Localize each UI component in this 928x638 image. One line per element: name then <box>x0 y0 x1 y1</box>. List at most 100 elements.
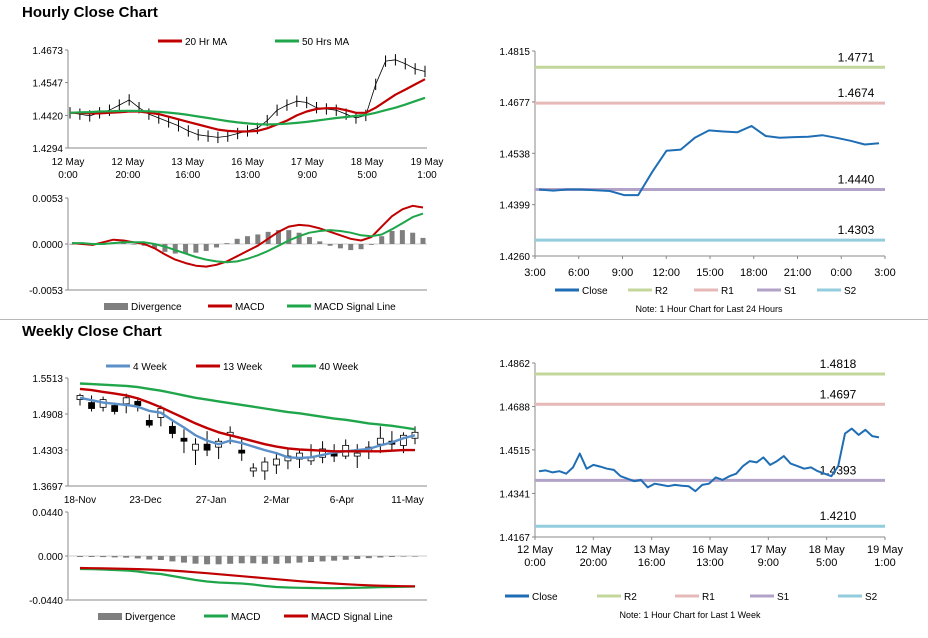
weekly-close-legend-label-3: S1 <box>777 592 790 603</box>
hourly-macd-divergence-bar <box>162 244 168 252</box>
weekly-close-xtick-time-4: 9:00 <box>758 557 779 569</box>
hourly-section-title: Hourly Close Chart <box>22 4 158 21</box>
weekly-close-ytick-label-1: 1.4688 <box>499 403 530 414</box>
hourly-macd-divergence-bar <box>348 244 354 251</box>
weekly-macd-divergence-bar <box>146 556 153 560</box>
hourly-price-legend-label-0: 20 Hr MA <box>185 37 228 48</box>
weekly-close-xtick-date-6: 19 May <box>867 544 904 556</box>
weekly-close-ytick-label-2: 1.4515 <box>499 446 530 457</box>
weekly-price-candle-body <box>261 461 269 472</box>
weekly-macd-divergence-bar <box>377 556 384 558</box>
weekly-close-level-label-s1: 1.4393 <box>820 463 857 477</box>
weekly-price-xtick-label-2: 27-Jan <box>196 495 227 506</box>
weekly-price-xtick-label-3: 2-Mar <box>263 495 290 506</box>
weekly-macd-divergence-bar <box>192 556 199 564</box>
hourly-macd-divergence-bar <box>255 234 261 244</box>
hourly-macd-divergence-bar <box>224 243 230 244</box>
weekly-close-close-line <box>538 427 880 493</box>
hourly-macd-chart: 0.0053 0.0000 -0.0053 Divergence MACD MACD Si… <box>29 194 427 313</box>
weekly-macd-divergence-bar <box>296 556 303 563</box>
weekly-macd-divergence-bar <box>169 556 176 562</box>
hourly-close-ytick-label-2: 1.4538 <box>499 149 530 160</box>
hourly-close-xtick-label-8: 3:00 <box>874 267 895 279</box>
hourly-close-close-line <box>538 125 880 197</box>
hourly-price-xtick-date-6: 19 May <box>411 157 444 168</box>
weekly-close-level-label-s2: 1.4210 <box>820 509 857 523</box>
weekly-close-xtick-date-2: 13 May <box>634 544 671 556</box>
weekly-macd-legend-label-1: MACD <box>231 612 260 623</box>
hourly-close-xtick-label-4: 15:00 <box>696 267 724 279</box>
hourly-price-50-hrs-ma-line <box>69 96 426 126</box>
weekly-price-4-week-line <box>79 396 416 460</box>
weekly-macd-legend-label-2: MACD Signal Line <box>311 612 393 623</box>
weekly-macd-divergence-bar <box>123 556 130 558</box>
weekly-price-candle-body <box>180 437 188 442</box>
weekly-close-ytick-label-0: 1.4862 <box>499 359 530 370</box>
weekly-macd-divergence-bar <box>412 556 418 557</box>
hourly-macd-divergence-bar <box>296 232 302 244</box>
hourly-close-level-label-r1: 1.4674 <box>838 86 875 100</box>
weekly-close-xtick-date-1: 12 May <box>575 544 612 556</box>
hourly-close-xtick-label-1: 6:00 <box>568 267 589 279</box>
hourly-price-ytick-label-2: 1.4420 <box>32 111 63 122</box>
weekly-close-xtick-time-0: 0:00 <box>524 557 545 569</box>
weekly-close-xtick-time-2: 16:00 <box>638 557 666 569</box>
weekly-price-candle-body <box>249 467 257 472</box>
hourly-price-xtick-time-2: 16:00 <box>175 170 200 181</box>
hourly-close-ytick-label-0: 1.4815 <box>499 47 530 58</box>
hourly-macd-divergence-bar <box>368 244 374 245</box>
weekly-macd-divergence-bar <box>284 556 291 564</box>
weekly-price-ytick-label-1: 1.4908 <box>32 410 63 421</box>
hourly-macd-divergence-bar <box>420 237 426 244</box>
weekly-macd-divergence-bar <box>215 556 222 565</box>
hourly-price-xtick-date-4: 17 May <box>291 157 324 168</box>
hourly-macd-ytick-label-0: 0.0053 <box>32 194 63 205</box>
hourly-macd-divergence-bar <box>399 230 405 244</box>
hourly-macd-ytick-label-1: 0.0000 <box>32 240 63 251</box>
weekly-close-xtick-time-3: 13:00 <box>696 557 724 569</box>
weekly-close-ytick-label-3: 1.4341 <box>499 489 530 500</box>
hourly-close-ytick-label-4: 1.4260 <box>499 252 530 263</box>
weekly-macd-divergence-bar <box>354 556 361 559</box>
weekly-price-candle-body <box>122 397 130 405</box>
weekly-macd-legend-label-0: Divergence <box>125 612 176 623</box>
hourly-macd-legend-label-0: Divergence <box>131 302 182 313</box>
weekly-macd-divergence-bar <box>388 556 395 557</box>
hourly-close-xtick-label-5: 18:00 <box>740 267 768 279</box>
weekly-macd-divergence-bar <box>180 556 187 563</box>
weekly-close-legend-label-0: Close <box>532 592 558 603</box>
hourly-macd-divergence-bar <box>245 236 250 244</box>
weekly-price-candle-body <box>238 449 246 454</box>
weekly-price-candle-body <box>169 425 176 434</box>
hourly-close-ytick-label-1: 1.4677 <box>499 98 530 109</box>
weekly-price-legend-label-0: 4 Week <box>133 362 168 373</box>
hourly-price-legend-label-1: 50 Hrs MA <box>302 37 350 48</box>
hourly-price-xtick-date-5: 18 May <box>351 157 384 168</box>
weekly-close-xtick-time-5: 5:00 <box>816 557 837 569</box>
weekly-section-title: Weekly Close Chart <box>22 323 162 340</box>
hourly-macd-divergence-bar <box>69 244 75 245</box>
weekly-macd-ytick-label-1: 0.000 <box>38 552 63 563</box>
weekly-macd-divergence-bar <box>250 556 257 564</box>
hourly-macd-divergence-bar <box>152 244 158 249</box>
weekly-close-xtick-date-4: 17 May <box>750 544 787 556</box>
weekly-price-candle-body <box>272 458 280 466</box>
weekly-price-ytick-label-3: 1.3697 <box>32 482 63 493</box>
weekly-macd-divergence-bar <box>227 556 234 564</box>
weekly-close-ytick-label-4: 1.4167 <box>499 533 530 544</box>
hourly-close-legend-label-3: S1 <box>784 286 797 297</box>
hourly-macd-divergence-bar <box>306 237 312 244</box>
hourly-macd-ytick-label-2: -0.0053 <box>29 286 63 297</box>
hourly-macd-legend-label-1: MACD <box>235 302 264 313</box>
hourly-price-xtick-date-0: 12 May <box>52 157 85 168</box>
weekly-close-xtick-time-1: 20:00 <box>580 557 608 569</box>
weekly-macd-divergence-bar <box>308 556 315 562</box>
weekly-price-40-week-line <box>79 382 416 431</box>
hourly-price-xtick-date-2: 13 May <box>171 157 204 168</box>
weekly-close-level-label-r2: 1.4818 <box>820 357 857 371</box>
hourly-macd-divergence-bar <box>193 244 199 253</box>
weekly-price-13-week-line <box>79 387 415 453</box>
weekly-close-xtick-date-5: 18 May <box>809 544 846 556</box>
weekly-macd-legend-swatch-0 <box>98 613 122 620</box>
weekly-price-xtick-label-0: 18-Nov <box>64 495 96 506</box>
